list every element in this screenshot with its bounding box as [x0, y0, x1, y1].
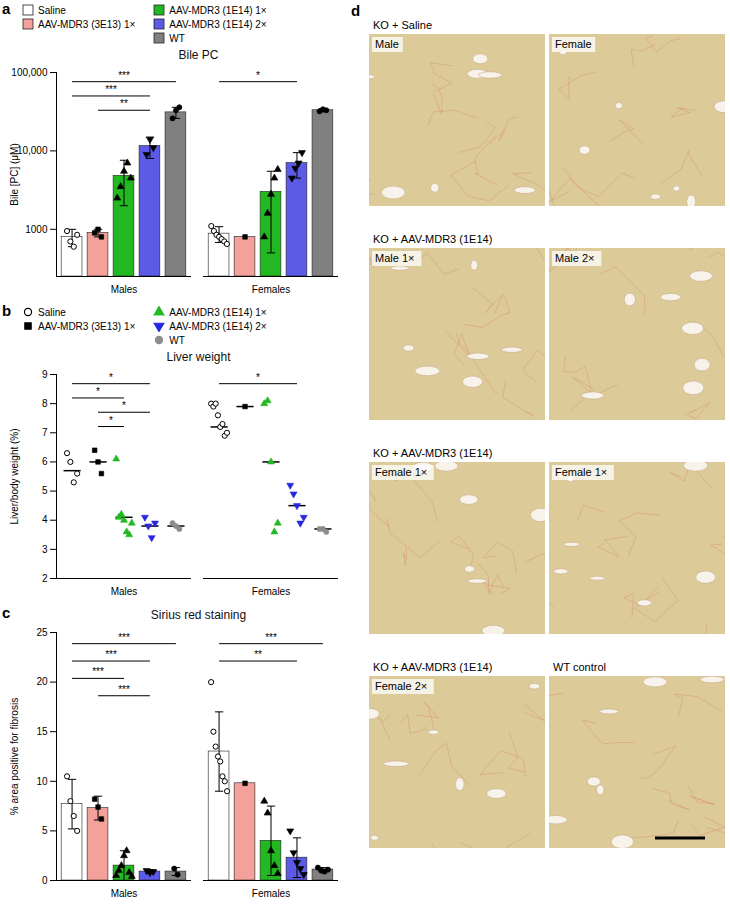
svg-text:KO + Saline: KO + Saline — [373, 19, 432, 31]
html-text:AAV-MDR3 (1E14) 1×: AAV-MDR3 (1E14) 1× — [169, 306, 267, 318]
svg-text:% area positive for fibrosis: % area positive for fibrosis — [9, 698, 20, 815]
svg-text:Male 2×: Male 2× — [555, 252, 594, 264]
svg-text:Female 1×: Female 1× — [375, 466, 427, 478]
svg-text:Female: Female — [555, 38, 592, 50]
svg-text:100,000: 100,000 — [11, 67, 48, 78]
svg-text:20: 20 — [36, 676, 48, 687]
svg-text:KO + AAV-MDR3 (1E14): KO + AAV-MDR3 (1E14) — [373, 661, 492, 673]
svg-text:9: 9 — [42, 369, 48, 380]
svg-text:8: 8 — [42, 398, 48, 409]
svg-text:4: 4 — [42, 514, 48, 525]
svg-text:Liver/body weight (%): Liver/body weight (%) — [9, 428, 20, 524]
svg-text:1000: 1000 — [25, 223, 48, 234]
html-text:a: a — [2, 0, 11, 17]
svg-text:*: * — [109, 415, 113, 426]
svg-text:WT control: WT control — [553, 661, 606, 673]
svg-text:5: 5 — [42, 485, 48, 496]
html-text:Saline: Saline — [38, 4, 66, 16]
svg-text:KO + AAV-MDR3 (1E14): KO + AAV-MDR3 (1E14) — [373, 233, 492, 245]
svg-text:Male: Male — [375, 38, 399, 50]
html-text:AAV-MDR3 (1E14) 2×: AAV-MDR3 (1E14) 2× — [169, 320, 267, 332]
svg-text:***: *** — [118, 684, 130, 695]
html-text:AAV-MDR3 (3E13) 1×: AAV-MDR3 (3E13) 1× — [38, 18, 136, 30]
svg-text:**: ** — [254, 649, 262, 660]
html-text:Saline: Saline — [38, 306, 66, 318]
html-text:c: c — [2, 604, 11, 621]
svg-text:KO + AAV-MDR3 (1E14): KO + AAV-MDR3 (1E14) — [373, 447, 492, 459]
svg-text:***: *** — [118, 70, 130, 81]
svg-text:Females: Females — [252, 586, 290, 597]
svg-text:*: * — [122, 400, 126, 411]
svg-text:3: 3 — [42, 544, 48, 555]
svg-text:***: *** — [105, 84, 117, 95]
svg-text:6: 6 — [42, 456, 48, 467]
svg-text:Female 1×: Female 1× — [555, 466, 607, 478]
svg-text:10: 10 — [36, 776, 48, 787]
svg-text:*: * — [256, 70, 260, 81]
svg-text:***: *** — [265, 632, 277, 643]
svg-text:d: d — [351, 2, 360, 19]
svg-text:*: * — [256, 372, 260, 383]
html-text:Liver weight: Liver weight — [166, 350, 231, 364]
html-text:b: b — [2, 302, 12, 319]
svg-text:Males: Males — [111, 586, 138, 597]
html-text:WT: WT — [169, 334, 185, 346]
svg-text:Females: Females — [252, 888, 290, 899]
svg-text:10,000: 10,000 — [17, 145, 48, 156]
svg-text:Males: Males — [111, 284, 138, 295]
svg-text:2: 2 — [42, 573, 48, 584]
svg-text:***: *** — [105, 649, 117, 660]
svg-text:*: * — [96, 386, 100, 397]
svg-text:Males: Males — [111, 888, 138, 899]
svg-text:***: *** — [92, 666, 104, 677]
svg-text:**: ** — [120, 98, 128, 109]
svg-text:Male 1×: Male 1× — [375, 252, 414, 264]
svg-text:7: 7 — [42, 427, 48, 438]
svg-text:Females: Females — [252, 284, 290, 295]
html-text:WT: WT — [169, 32, 185, 44]
html-text:AAV-MDR3 (3E13) 1×: AAV-MDR3 (3E13) 1× — [38, 320, 136, 332]
svg-text:*: * — [109, 372, 113, 383]
svg-text:15: 15 — [36, 726, 48, 737]
html-text:AAV-MDR3 (1E14) 2×: AAV-MDR3 (1E14) 2× — [169, 18, 267, 30]
svg-text:25: 25 — [36, 627, 48, 638]
html-text:Bile PC: Bile PC — [178, 48, 219, 62]
svg-text:***: *** — [118, 632, 130, 643]
svg-text:5: 5 — [42, 825, 48, 836]
html-text:AAV-MDR3 (1E14) 1×: AAV-MDR3 (1E14) 1× — [169, 4, 267, 16]
html-text:Sirius red staining: Sirius red staining — [150, 608, 247, 622]
svg-text:0: 0 — [42, 875, 48, 886]
svg-text:Bile [PC] (μM): Bile [PC] (μM) — [9, 143, 20, 205]
svg-text:Female 2×: Female 2× — [375, 680, 427, 692]
